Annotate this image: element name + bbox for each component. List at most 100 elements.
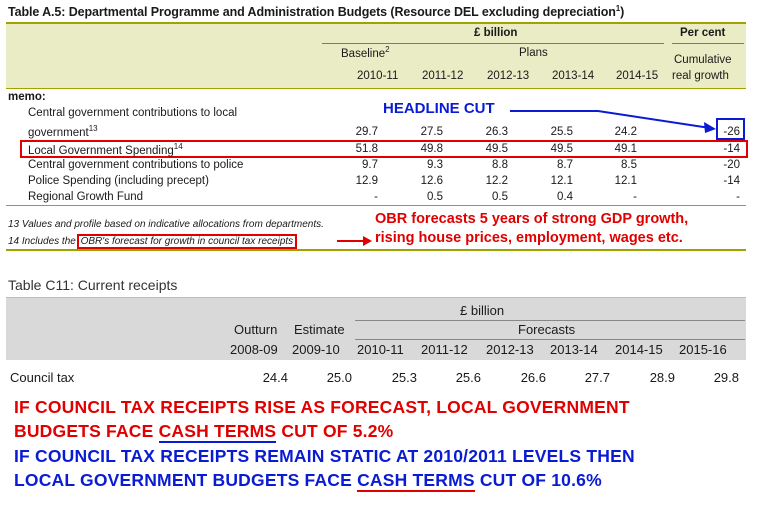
table-c11-title: Table C11: Current receipts [8, 277, 178, 293]
c11-year: 2012-13 [486, 342, 534, 357]
memo-label: memo: [8, 91, 46, 103]
growth-cell: -14 [723, 143, 740, 155]
c1-pre: BUDGETS FACE [14, 421, 159, 441]
footnote-13: 13 Values and profile based on indicativ… [8, 219, 324, 230]
row-label: Central government contributions to poli… [28, 159, 244, 171]
table-a5-unit-label: £ billion [474, 27, 518, 39]
table-a5-header [6, 24, 746, 88]
row-sup: 14 [173, 142, 183, 151]
table-a5-bottom-rule [6, 205, 746, 206]
conclusion-2-line1: IF COUNCIL TAX RECEIPTS REMAIN STATIC AT… [14, 446, 635, 466]
table-a5-baseline-label: Baseline2 [341, 45, 390, 60]
cell: 12.6 [420, 175, 443, 187]
cell: 9.3 [427, 159, 443, 171]
conclusion-1-line2: BUDGETS FACE CASH TERMS CUT OF 5.2% [14, 421, 394, 443]
table-a5-cumulative-label: Cumulative [674, 54, 732, 66]
cell: 8.8 [492, 159, 508, 171]
growth-cell: -26 [723, 126, 740, 138]
cell: 0.5 [492, 191, 508, 203]
table-c11-unit-label: £ billion [460, 303, 505, 318]
c2-post: CUT OF 10.6% [474, 470, 602, 490]
table-c11-top-rule [6, 297, 746, 298]
headline-cut-arrow-line [510, 110, 711, 129]
cell: 8.7 [557, 159, 573, 171]
cell: 12.1 [614, 175, 637, 187]
c11-cell: 28.9 [649, 370, 675, 385]
outturn-label: Outturn [234, 322, 278, 337]
headline-cut-box [716, 118, 745, 140]
c1-post: CUT OF 5.2% [276, 421, 394, 441]
row-label-text: Local Government Spending [28, 144, 174, 157]
obr-note-line2: rising house prices, employment, wages e… [375, 230, 683, 246]
table-a5-foot-rule [6, 249, 746, 251]
footnote-14: 14 Includes the OBR's forecast for growt… [8, 234, 298, 249]
table-a5-title: Table A.5: Departmental Programme and Ad… [8, 4, 624, 19]
obr-arrowhead [363, 236, 372, 246]
c11-year: 2014-15 [615, 342, 663, 357]
table-a5-top-rule [6, 22, 746, 24]
cell: 12.1 [550, 175, 573, 187]
cell: 51.8 [355, 143, 378, 155]
baseline-sup: 2 [385, 45, 390, 54]
c11-year: 2010-11 [357, 342, 404, 357]
c11-cell: 24.4 [262, 370, 288, 385]
row-sup: 13 [88, 124, 98, 133]
cell: 26.3 [485, 126, 508, 138]
table-a5-realgrowth-label: real growth [672, 70, 729, 82]
c11-cell: 25.6 [455, 370, 481, 385]
c11-cell: 26.6 [520, 370, 546, 385]
row-label-cont: government13 [28, 124, 98, 139]
local-gov-spending-highlight [20, 140, 748, 158]
headline-cut-arrowhead [704, 122, 716, 133]
obr-note-line1: OBR forecasts 5 years of strong GDP grow… [375, 211, 689, 227]
table-a5-unit-rule [322, 43, 664, 44]
c2-pre: LOCAL GOVERNMENT BUDGETS FACE [14, 470, 358, 490]
estimate-label: Estimate [294, 322, 345, 337]
cell: 0.4 [557, 191, 573, 203]
baseline-text: Baseline [341, 47, 386, 60]
c11-year: 2015-16 [679, 342, 727, 357]
cell: 29.7 [355, 126, 378, 138]
table-a5-year: 2011-12 [422, 70, 464, 82]
c11-cell: 25.0 [326, 370, 352, 385]
c11-cell: 27.7 [584, 370, 610, 385]
c2-underlined: CASH TERMS [357, 470, 475, 492]
council-tax-label: Council tax [10, 370, 75, 385]
footnote-14-boxed: OBR's forecast for growth in council tax… [76, 234, 298, 249]
table-a5-year: 2010-11 [357, 70, 399, 82]
row-label: Regional Growth Fund [28, 191, 144, 203]
conclusion-2-line2: LOCAL GOVERNMENT BUDGETS FACE CASH TERMS… [14, 470, 602, 492]
cell: 49.5 [550, 143, 573, 155]
cell: 12.2 [485, 175, 508, 187]
table-a5-header-rule [6, 88, 746, 89]
footnote-14-prefix: 14 Includes the [8, 236, 76, 247]
table-a5-title-sup: 1 [615, 4, 621, 13]
table-a5-year: 2012-13 [487, 70, 530, 82]
c11-year: 2008-09 [230, 342, 278, 357]
cell: - [374, 191, 378, 203]
row-label-cont-text: government [28, 126, 89, 139]
c11-cell: 29.8 [713, 370, 739, 385]
c11-cell: 25.3 [391, 370, 417, 385]
table-a5-year: 2014-15 [616, 70, 659, 82]
cell: 12.9 [355, 175, 378, 187]
table-c11-forecast-rule [355, 339, 745, 340]
row-label: Police Spending (including precept) [28, 175, 209, 187]
cell: 8.5 [621, 159, 637, 171]
c1-underlined: CASH TERMS [158, 421, 277, 443]
table-c11-header [6, 298, 746, 360]
growth-cell: -20 [723, 159, 740, 171]
annotation-arrows [337, 110, 716, 246]
row-label: Local Government Spending14 [28, 142, 183, 157]
c11-year: 2013-14 [550, 342, 598, 357]
table-a5-title-close: ) [620, 5, 625, 20]
cell: 24.2 [614, 126, 637, 138]
forecasts-label: Forecasts [518, 322, 576, 337]
table-c11-unit-rule [355, 320, 745, 321]
table-a5-percent-label: Per cent [680, 27, 726, 39]
c11-year: 2011-12 [421, 342, 468, 357]
cell: 0.5 [427, 191, 443, 203]
headline-cut-label: HEADLINE CUT [383, 100, 495, 117]
cell: 49.1 [614, 143, 637, 155]
cell: 9.7 [362, 159, 378, 171]
